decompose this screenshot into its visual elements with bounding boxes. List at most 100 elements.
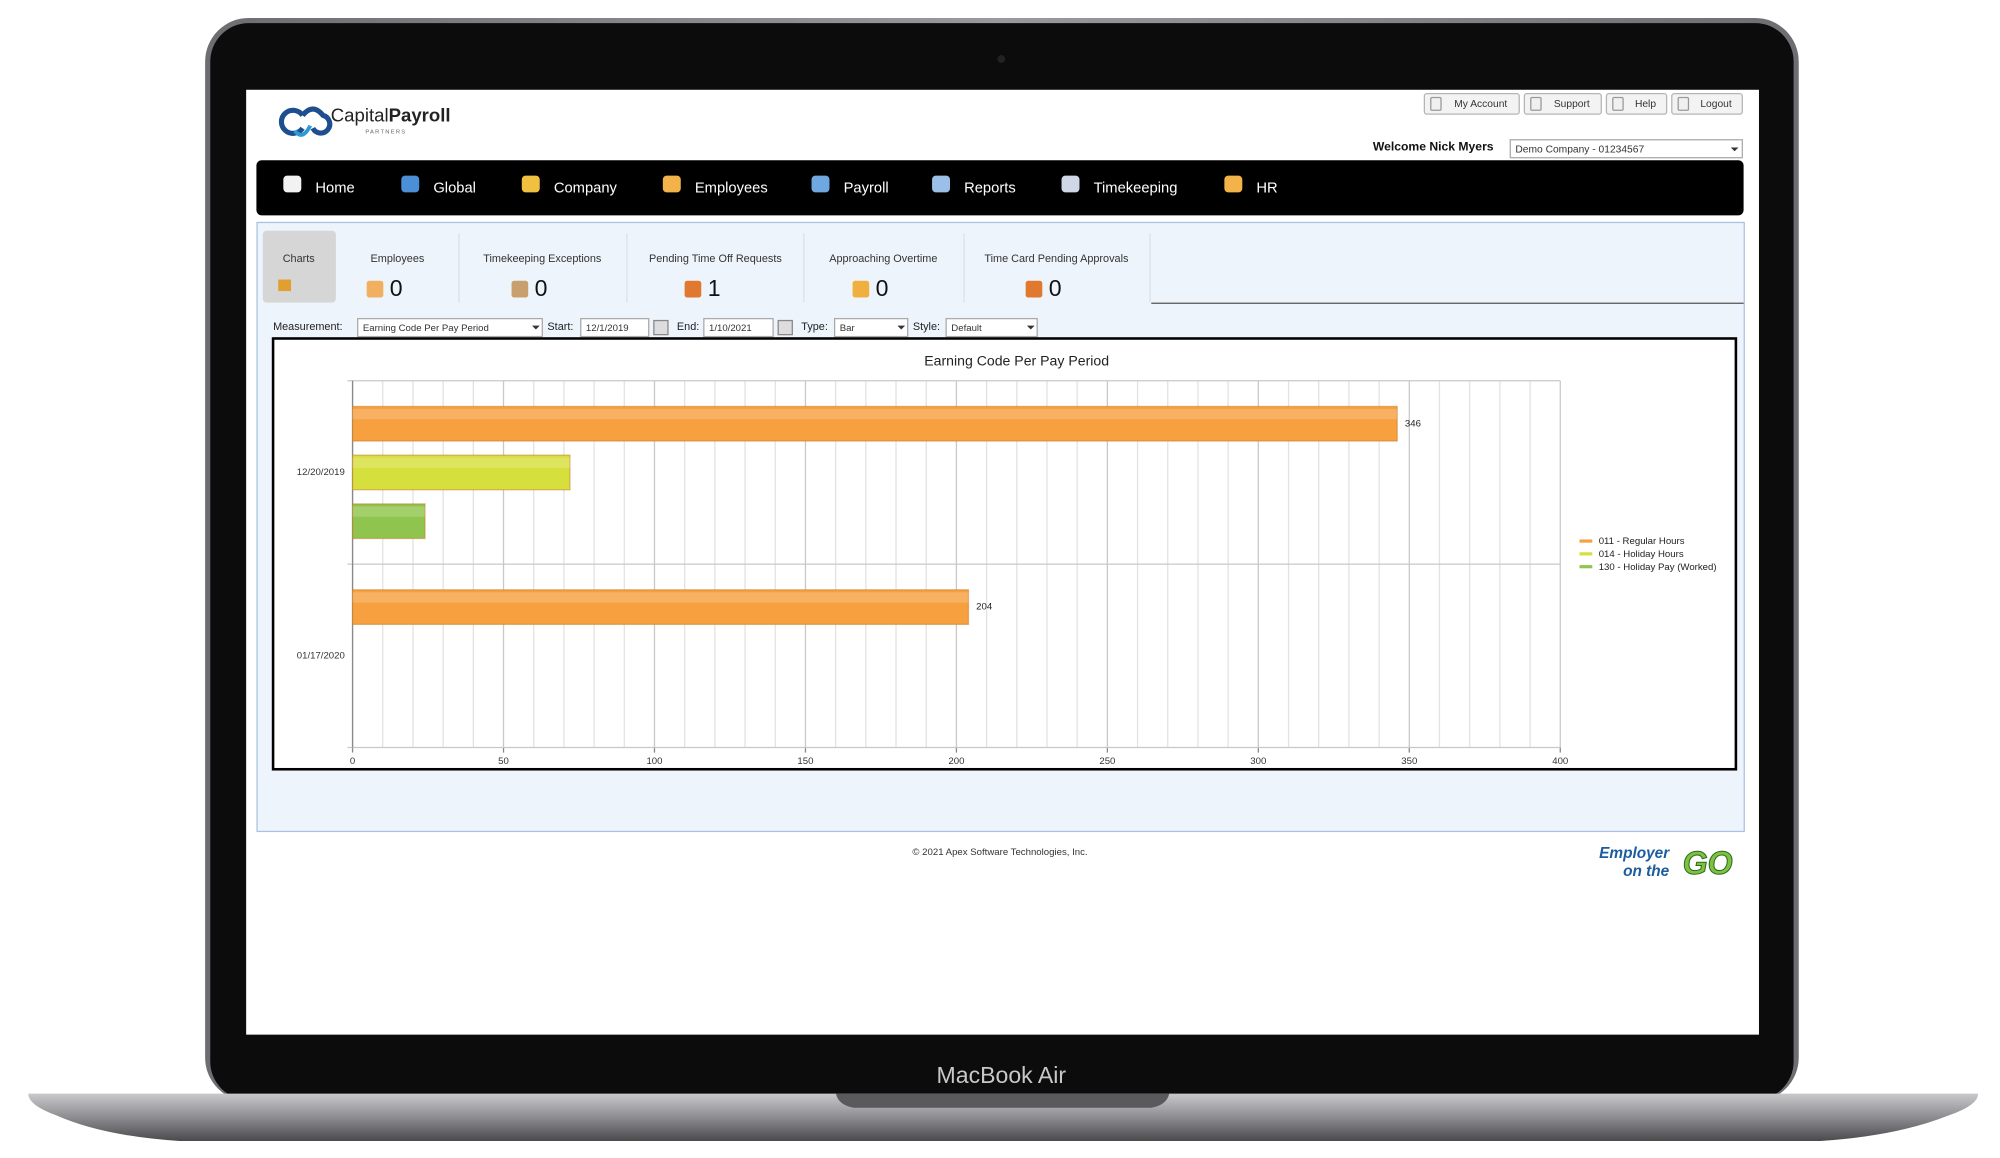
tab-icon <box>366 280 384 298</box>
nav-label: Employees <box>695 180 768 196</box>
legend-label: 130 - Holiday Pay (Worked) <box>1599 562 1717 573</box>
header-link[interactable]: Help <box>1605 92 1668 115</box>
tab-icon <box>1025 280 1043 298</box>
logo-text: CapitalPayroll <box>331 105 451 126</box>
tab-label: Employees <box>371 253 425 265</box>
filter-label: End: <box>677 321 699 333</box>
x-tick-label: 200 <box>948 756 964 767</box>
header-link[interactable]: My Account <box>1423 92 1520 115</box>
company-name: Demo Company - 01234567 <box>1515 145 1644 156</box>
tab-count: 1 <box>708 275 721 301</box>
x-tick-label: 150 <box>797 756 813 767</box>
nav-icon <box>811 175 830 193</box>
bar-highlight <box>352 506 426 517</box>
bar <box>351 503 426 540</box>
logo[interactable]: CapitalPayroll PARTNERS <box>278 105 451 137</box>
tab-count: 0 <box>390 275 403 301</box>
tab[interactable]: Pending Time Off Requests 1 <box>649 253 782 301</box>
select-arrow <box>1730 147 1739 152</box>
filter-input[interactable]: Earning Code Per Pay Period <box>357 317 543 338</box>
tab-icon <box>278 279 292 292</box>
nav-label: Company <box>554 180 618 196</box>
filter-label: Type: <box>801 321 828 333</box>
x-tick-label: 50 <box>498 756 509 767</box>
input-value: Default <box>951 323 982 334</box>
calendar-icon[interactable] <box>777 319 793 336</box>
nav-item[interactable]: Employees <box>662 175 768 197</box>
tab-label: Pending Time Off Requests <box>649 253 782 265</box>
active-tab <box>262 230 336 303</box>
laptop-notch <box>835 1093 1170 1108</box>
tab[interactable]: Approaching Overtime 0 <box>829 253 937 301</box>
badge-line3: GO <box>1683 845 1733 881</box>
filter-input[interactable]: 12/1/2019 <box>580 317 650 338</box>
employer-badge[interactable]: Employer on the GO <box>1599 844 1733 881</box>
nav-item[interactable]: Home <box>283 175 355 197</box>
chart-box <box>271 337 1738 771</box>
tab-label: Time Card Pending Approvals <box>984 253 1129 265</box>
chart-title: Earning Code Per Pay Period <box>924 352 1109 368</box>
link-icon <box>1430 96 1442 111</box>
tab-label: Approaching Overtime <box>829 253 937 265</box>
input-value: Bar <box>840 323 856 334</box>
filter-input[interactable]: Default <box>945 317 1038 338</box>
bar-highlight <box>352 592 969 603</box>
x-tick-label: 300 <box>1250 756 1266 767</box>
select-arrow <box>532 325 540 330</box>
nav-icon <box>401 175 420 193</box>
filter-input[interactable]: 1/10/2021 <box>703 317 774 338</box>
camera <box>997 55 1006 63</box>
link-icon <box>1612 96 1624 111</box>
filter-input[interactable]: Bar <box>833 317 909 338</box>
tab-count: 0 <box>1049 275 1062 301</box>
tab-icon <box>852 280 870 298</box>
logo-mark-accent <box>293 124 312 137</box>
nav-icon <box>932 175 950 193</box>
nav-icon <box>521 175 540 193</box>
nav-item[interactable]: Global <box>401 175 476 197</box>
tab[interactable]: Employees 0 <box>366 253 425 301</box>
input-value: Earning Code Per Pay Period <box>363 323 489 334</box>
nav-item[interactable]: Company <box>521 175 618 197</box>
value-label: 204 <box>976 602 993 613</box>
x-tick-label: 350 <box>1401 756 1417 767</box>
nav-icon <box>1061 175 1080 193</box>
logo-first: Capital <box>331 105 389 126</box>
tab[interactable]: Charts <box>278 253 315 292</box>
bar <box>351 454 571 491</box>
nav-item[interactable]: Reports <box>932 175 1016 197</box>
header-link[interactable]: Logout <box>1671 92 1743 115</box>
x-tick-label: 250 <box>1099 756 1115 767</box>
legend-label: 011 - Regular Hours <box>1599 536 1685 547</box>
company-select[interactable]: Demo Company - 01234567 <box>1509 139 1743 159</box>
link-icon <box>1677 96 1690 111</box>
input-box <box>945 317 1038 338</box>
nav-item[interactable]: Payroll <box>811 175 889 197</box>
tab[interactable]: Timekeeping Exceptions 0 <box>483 253 602 301</box>
nav-label: Global <box>433 180 476 196</box>
tab-count: 0 <box>535 275 548 301</box>
logo-second: Payroll <box>389 105 451 126</box>
input-value: 12/1/2019 <box>586 323 629 334</box>
calendar-icon[interactable] <box>653 319 669 336</box>
x-tick-label: 400 <box>1552 756 1568 767</box>
badge-line1: Employer <box>1599 845 1670 862</box>
nav-icon <box>1224 175 1243 193</box>
copyright: © 2021 Apex Software Technologies, Inc. <box>912 847 1087 858</box>
link-label: Logout <box>1700 99 1732 110</box>
nav-label: Home <box>315 180 354 196</box>
select-arrow <box>897 325 906 330</box>
tab-icon <box>511 280 529 298</box>
link-button <box>1671 92 1743 115</box>
tab[interactable]: Time Card Pending Approvals 0 <box>984 253 1129 301</box>
tab-count: 0 <box>876 275 889 301</box>
link-button <box>1523 92 1602 115</box>
header-link[interactable]: Support <box>1523 92 1602 115</box>
nav-item[interactable]: HR <box>1224 175 1278 197</box>
filter-label: Style: <box>913 321 940 333</box>
tab-icon <box>684 280 702 298</box>
nav-item[interactable]: Timekeeping <box>1061 175 1178 197</box>
nav-icon <box>662 175 681 193</box>
